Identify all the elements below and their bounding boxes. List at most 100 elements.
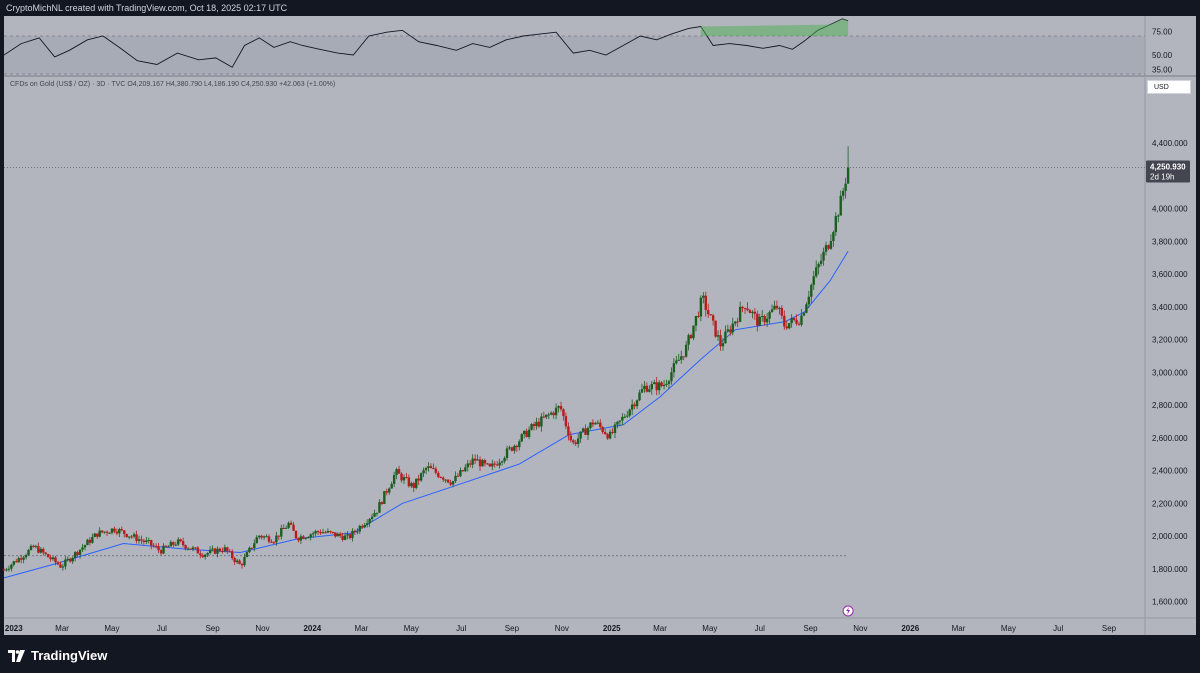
candle-body: [459, 470, 462, 477]
candle-body: [572, 440, 575, 443]
candle: [329, 530, 332, 534]
price-tick-label: 2,400.000: [1152, 467, 1188, 476]
candle-body: [302, 536, 305, 539]
candle: [626, 410, 629, 418]
candle: [319, 529, 322, 535]
candle: [557, 405, 560, 413]
candle-body: [839, 195, 842, 216]
candle-body: [608, 431, 612, 439]
candle: [655, 377, 658, 396]
candle: [841, 187, 845, 201]
time-tick-label: Jul: [157, 624, 167, 633]
candle-body: [554, 407, 558, 416]
candle-body: [483, 460, 487, 464]
candle-body: [123, 530, 126, 534]
candle-body: [370, 516, 374, 520]
candle-body: [810, 284, 813, 297]
candle-body: [226, 547, 229, 552]
candle: [562, 408, 565, 421]
candle-body: [326, 531, 330, 533]
candle: [199, 550, 202, 559]
candle-body: [233, 558, 236, 563]
candle: [689, 333, 693, 340]
candle-body: [437, 472, 440, 478]
candle: [832, 230, 835, 247]
candle-body: [196, 547, 200, 554]
candle-body: [292, 524, 295, 531]
candle: [596, 420, 600, 425]
candle-body: [761, 316, 764, 318]
candle: [638, 389, 641, 402]
candle: [724, 325, 727, 344]
candle-body: [39, 548, 43, 553]
rsi-overbought-fill: [700, 18, 849, 36]
candle-body: [12, 561, 16, 565]
candle: [613, 422, 617, 439]
candle-body: [365, 523, 369, 525]
footer-bar: TradingView: [0, 635, 1200, 673]
candle-body: [343, 535, 347, 540]
candle: [660, 381, 663, 388]
tradingview-logo[interactable]: TradingView: [8, 648, 107, 663]
candle: [827, 244, 830, 251]
candle-body: [280, 528, 283, 537]
candle-body: [775, 305, 779, 309]
candle-body: [486, 463, 489, 465]
candle-body: [434, 468, 438, 473]
candle-body: [78, 549, 82, 555]
candle-body: [655, 382, 658, 391]
candle-body: [83, 545, 87, 548]
candle-body: [491, 463, 494, 467]
rsi-tick-label: 50.00: [1152, 51, 1173, 60]
candle: [280, 524, 283, 540]
candle: [311, 531, 315, 538]
candles-group: [2, 146, 850, 572]
candle: [123, 530, 126, 538]
candle-body: [522, 430, 526, 435]
candle-body: [476, 459, 479, 461]
candle: [341, 532, 344, 542]
candle-body: [630, 404, 634, 410]
candle-body: [707, 310, 710, 315]
candle: [699, 295, 703, 322]
candle: [542, 411, 546, 419]
candle: [275, 531, 278, 546]
candle: [110, 528, 114, 535]
candle: [839, 190, 842, 216]
candle-body: [540, 416, 543, 427]
candle-body: [559, 406, 563, 410]
candle: [206, 552, 209, 558]
candle-body: [677, 359, 680, 361]
candle-body: [383, 491, 386, 504]
candle: [822, 247, 825, 266]
candle-body: [351, 530, 354, 539]
candle-body: [54, 557, 57, 563]
candle-body: [783, 315, 786, 327]
candle-body: [832, 232, 835, 242]
candle: [677, 353, 680, 361]
candle: [204, 553, 207, 560]
candle-body: [736, 321, 739, 323]
price-tick-label: 2,800.000: [1152, 401, 1188, 410]
candle-body: [191, 547, 195, 550]
candle: [326, 528, 330, 534]
candle: [226, 546, 229, 554]
candle-body: [510, 447, 514, 451]
candle-body: [284, 527, 288, 529]
candle: [177, 537, 180, 547]
candle-body: [100, 530, 104, 533]
candle-body: [719, 335, 722, 347]
candle: [589, 422, 592, 430]
candle: [309, 533, 312, 541]
currency-button[interactable]: USD: [1147, 80, 1191, 94]
candle-body: [135, 534, 138, 541]
tradingview-logo-icon: [8, 649, 25, 662]
candle: [76, 550, 79, 558]
candle: [174, 541, 177, 546]
candle: [476, 454, 479, 461]
candle: [697, 311, 700, 318]
candle-body: [594, 423, 597, 425]
candle: [711, 313, 715, 326]
candle: [486, 462, 489, 465]
